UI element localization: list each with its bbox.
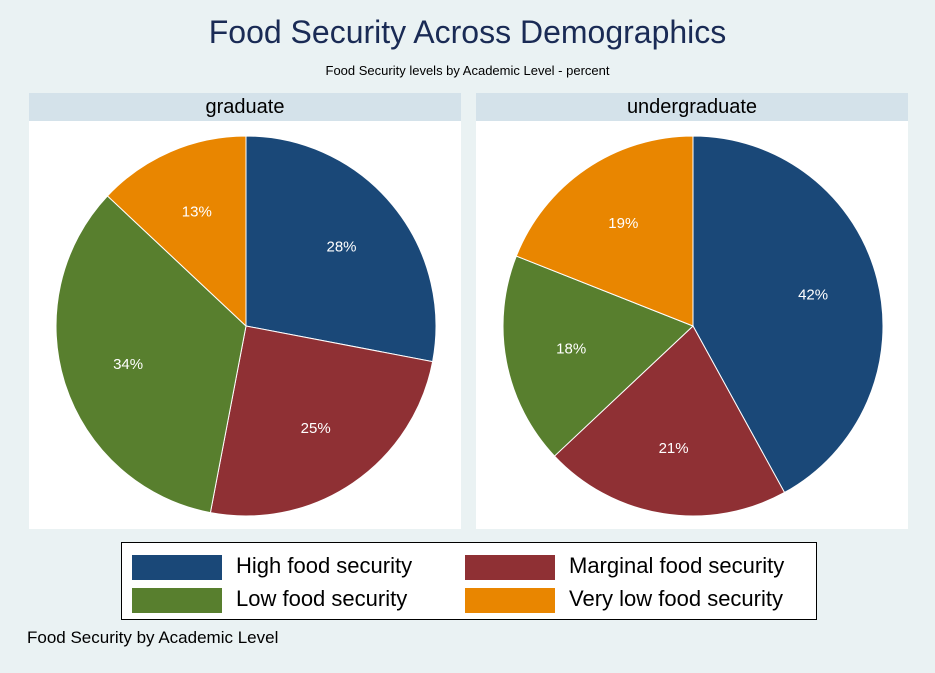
slice-graduate-very-low [106,135,247,328]
panel-graduate: graduate 28% 25% 34% 13% [29,93,461,529]
panel-title-undergraduate: undergraduate [476,93,908,121]
legend-label-high: High food security [236,553,413,578]
panel-plot-undergraduate: 42% 21% 18% 19% [476,121,908,529]
panel-plot-graduate: 28% 25% 34% 13% [29,121,461,529]
legend-label-very-low: Very low food security [569,586,783,611]
slice-undergraduate-marginal [553,325,786,517]
legend-label-marginal: Marginal food security [569,553,785,578]
pie-chart-graduate: 28% 25% 34% 13% [55,135,437,517]
legend-swatch-very-low [465,588,555,613]
slice-label-undergraduate-marginal: 21% [659,440,689,457]
slice-label-undergraduate-very-low: 19% [608,215,638,232]
slice-undergraduate-low [502,255,694,457]
slice-graduate-high [245,135,437,363]
panel-undergraduate: undergraduate 42% 21% 18% 19% [476,93,908,529]
pie-chart-undergraduate: 42% 21% 18% 19% [502,135,884,517]
legend-swatch-high [132,555,222,580]
slice-label-undergraduate-high: 42% [798,287,828,304]
slice-graduate-low [55,195,247,514]
panel-title-graduate: graduate [29,93,461,121]
slice-label-graduate-very-low: 13% [182,204,212,221]
legend-swatch-marginal [465,555,555,580]
slice-label-undergraduate-low: 18% [556,341,586,358]
slice-undergraduate-high [692,135,884,494]
slice-label-graduate-high: 28% [326,239,356,256]
slice-label-graduate-marginal: 25% [301,420,331,437]
slice-label-graduate-low: 34% [113,356,143,373]
chart-title: Food Security Across Demographics [208,14,727,50]
slice-undergraduate-very-low [515,135,694,327]
legend-label-low: Low food security [236,586,408,611]
slice-graduate-marginal [209,325,434,517]
legend: High food security Marginal food securit… [121,542,817,620]
chart-subtitle: Food Security levels by Academic Level -… [325,63,610,78]
legend-swatch-low [132,588,222,613]
chart-note: Food Security by Academic Level [27,628,279,647]
